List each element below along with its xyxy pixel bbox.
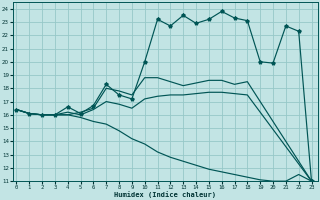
X-axis label: Humidex (Indice chaleur): Humidex (Indice chaleur) (114, 191, 216, 198)
